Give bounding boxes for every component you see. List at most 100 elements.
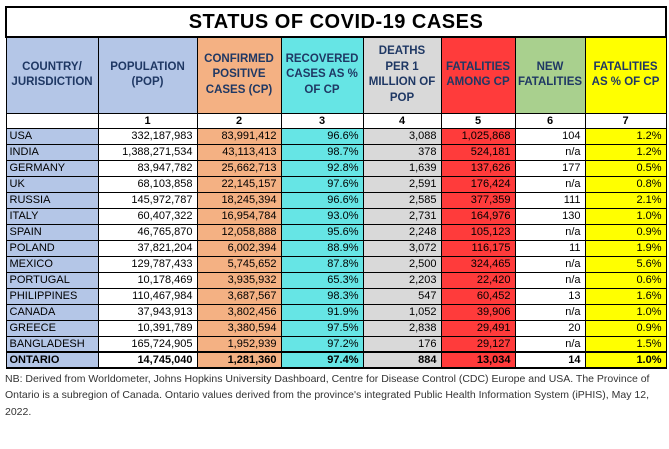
cell-population: 60,407,322 bbox=[97, 207, 198, 225]
column-number bbox=[5, 112, 99, 129]
column-number: 7 bbox=[584, 112, 667, 129]
table-row: BANGLADESH 165,724,905 1,952,939 97.2% 176 29… bbox=[5, 335, 667, 353]
table-row: RUSSIA 145,972,787 18,245,394 96.6% 2,585 377… bbox=[5, 191, 667, 209]
cell-country: GERMANY bbox=[5, 159, 99, 177]
cell-population: 165,724,905 bbox=[97, 335, 198, 353]
cell-confirmed-cases: 5,745,652 bbox=[196, 255, 282, 273]
cell-new-fatalities: n/a bbox=[514, 175, 586, 193]
cell-recovered-pct: 98.7% bbox=[280, 143, 364, 161]
cell-new-fatalities: 130 bbox=[514, 207, 586, 225]
table-row: USA 332,187,983 83,991,412 96.6% 3,088 1,025,… bbox=[5, 127, 667, 145]
header-recovered-pct: RECOVERED CASES AS % OF CP bbox=[280, 36, 364, 114]
cell-new-fatalities: 20 bbox=[514, 319, 586, 337]
cell-new-fatalities: n/a bbox=[514, 223, 586, 241]
cell-deaths-per-million: 176 bbox=[362, 335, 442, 353]
cell-fatalities: 39,906 bbox=[440, 303, 516, 321]
cell-deaths-per-million: 547 bbox=[362, 287, 442, 305]
cell-new-fatalities: n/a bbox=[514, 271, 586, 289]
cell-fatality-pct: 1.0% bbox=[584, 207, 667, 225]
cell-country: INDIA bbox=[5, 143, 99, 161]
cell-fatalities: 137,626 bbox=[440, 159, 516, 177]
cell-recovered-pct: 65.3% bbox=[280, 271, 364, 289]
table-row: ITALY 60,407,322 16,954,784 93.0% 2,731 164,9… bbox=[5, 207, 667, 225]
cell-deaths-per-million: 2,500 bbox=[362, 255, 442, 273]
cell-country: MEXICO bbox=[5, 255, 99, 273]
column-number: 2 bbox=[196, 112, 282, 129]
cell-confirmed-cases: 1,952,939 bbox=[196, 335, 282, 353]
cell-recovered-pct: 92.8% bbox=[280, 159, 364, 177]
cell-recovered-pct: 96.6% bbox=[280, 191, 364, 209]
cell-new-fatalities: 13 bbox=[514, 287, 586, 305]
cell-confirmed-cases: 3,935,932 bbox=[196, 271, 282, 289]
header-row: COUNTRY/ JURISDICTION POPULATION (POP) C… bbox=[5, 36, 667, 114]
cell-population: 145,972,787 bbox=[97, 191, 198, 209]
cell-population: 1,388,271,534 bbox=[97, 143, 198, 161]
table-row: PHILIPPINES 110,467,984 3,687,567 98.3% 547 6… bbox=[5, 287, 667, 305]
cell-new-fatalities: 104 bbox=[514, 127, 586, 145]
cell-country: USA bbox=[5, 127, 99, 145]
cell-fatality-pct: 1.2% bbox=[584, 127, 667, 145]
cell-fatality-pct: 1.5% bbox=[584, 335, 667, 353]
cell-population: 10,391,789 bbox=[97, 319, 198, 337]
cell-confirmed-cases: 16,954,784 bbox=[196, 207, 282, 225]
table-row: PORTUGAL 10,178,469 3,935,932 65.3% 2,203 22,… bbox=[5, 271, 667, 289]
cell-recovered-pct: 87.8% bbox=[280, 255, 364, 273]
cell-fatalities: 377,359 bbox=[440, 191, 516, 209]
cell-country: SPAIN bbox=[5, 223, 99, 241]
cell-population: 10,178,469 bbox=[97, 271, 198, 289]
cell-new-fatalities: n/a bbox=[514, 335, 586, 353]
cell-fatalities: 105,123 bbox=[440, 223, 516, 241]
cell-fatalities: 324,465 bbox=[440, 255, 516, 273]
cell-population: 37,821,204 bbox=[97, 239, 198, 257]
cell-deaths-per-million: 884 bbox=[362, 351, 442, 369]
cell-fatality-pct: 0.9% bbox=[584, 223, 667, 241]
cell-deaths-per-million: 3,088 bbox=[362, 127, 442, 145]
column-number: 5 bbox=[440, 112, 516, 129]
cell-recovered-pct: 98.3% bbox=[280, 287, 364, 305]
cell-confirmed-cases: 1,281,360 bbox=[196, 351, 282, 369]
column-number-row: 1 2 3 4 5 6 7 bbox=[5, 112, 667, 129]
header-fatality-pct: FATALITIES AS % OF CP bbox=[584, 36, 667, 114]
cell-fatality-pct: 2.1% bbox=[584, 191, 667, 209]
cell-deaths-per-million: 3,072 bbox=[362, 239, 442, 257]
cell-fatalities: 164,976 bbox=[440, 207, 516, 225]
cell-population: 110,467,984 bbox=[97, 287, 198, 305]
table-row: GERMANY 83,947,782 25,662,713 92.8% 1,639 137… bbox=[5, 159, 667, 177]
header-new-fatalities: NEW FATALITIES bbox=[514, 36, 586, 114]
cell-fatality-pct: 0.8% bbox=[584, 175, 667, 193]
cell-recovered-pct: 88.9% bbox=[280, 239, 364, 257]
cell-population: 83,947,782 bbox=[97, 159, 198, 177]
cell-new-fatalities: n/a bbox=[514, 143, 586, 161]
table-row: CANADA 37,943,913 3,802,456 91.9% 1,052 39,90… bbox=[5, 303, 667, 321]
table-row: UK 68,103,858 22,145,157 97.6% 2,591 176,424 n… bbox=[5, 175, 667, 193]
cell-population: 37,943,913 bbox=[97, 303, 198, 321]
cell-fatalities: 1,025,868 bbox=[440, 127, 516, 145]
cell-population: 46,765,870 bbox=[97, 223, 198, 241]
cell-fatality-pct: 1.0% bbox=[584, 303, 667, 321]
source-note: NB: Derived from Worldometer, Johns Hopk… bbox=[5, 373, 650, 418]
column-number: 4 bbox=[362, 112, 442, 129]
table-title: STATUS OF COVID-19 CASES bbox=[4, 6, 668, 38]
cell-confirmed-cases: 6,002,394 bbox=[196, 239, 282, 257]
cell-deaths-per-million: 2,731 bbox=[362, 207, 442, 225]
header-confirmed-cases: CONFIRMED POSITIVE CASES (CP) bbox=[196, 36, 282, 114]
cell-population: 68,103,858 bbox=[97, 175, 198, 193]
table-row: SPAIN 46,765,870 12,058,888 95.6% 2,248 105,1… bbox=[5, 223, 667, 241]
table-row: INDIA 1,388,271,534 43,113,413 98.7% 378 524,… bbox=[5, 143, 667, 161]
cell-population: 129,787,433 bbox=[97, 255, 198, 273]
cell-deaths-per-million: 2,248 bbox=[362, 223, 442, 241]
cell-new-fatalities: 177 bbox=[514, 159, 586, 177]
cell-fatality-pct: 0.9% bbox=[584, 319, 667, 337]
cell-fatality-pct: 1.6% bbox=[584, 287, 667, 305]
header-fatalities: FATALITIES AMONG CP bbox=[440, 36, 516, 114]
header-population: POPULATION (POP) bbox=[97, 36, 198, 114]
cell-fatality-pct: 1.0% bbox=[584, 351, 667, 369]
cell-fatalities: 29,491 bbox=[440, 319, 516, 337]
cell-new-fatalities: 11 bbox=[514, 239, 586, 257]
cell-recovered-pct: 97.4% bbox=[280, 351, 364, 369]
cell-fatalities: 29,127 bbox=[440, 335, 516, 353]
cell-fatalities: 13,034 bbox=[440, 351, 516, 369]
cell-deaths-per-million: 2,203 bbox=[362, 271, 442, 289]
cell-fatality-pct: 0.6% bbox=[584, 271, 667, 289]
cell-country: GREECE bbox=[5, 319, 99, 337]
